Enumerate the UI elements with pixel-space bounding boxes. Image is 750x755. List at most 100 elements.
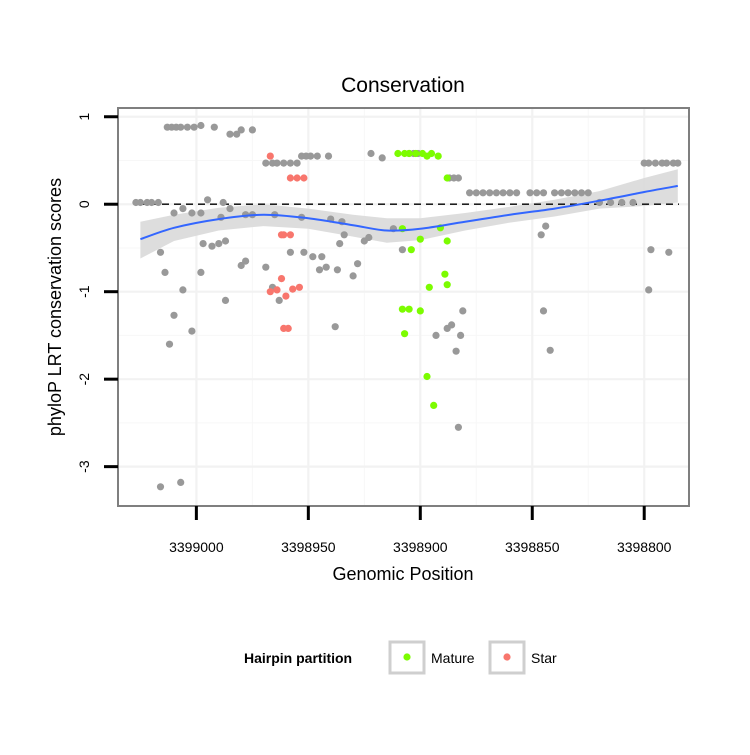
point-other <box>584 189 592 197</box>
x-tick-label: 3398900 <box>393 539 448 555</box>
point-other <box>557 189 566 197</box>
point-mature <box>441 270 449 278</box>
y-tick-label: 0 <box>76 200 92 208</box>
point-other <box>215 240 223 248</box>
point-mature <box>401 330 409 338</box>
point-star <box>277 275 286 283</box>
point-other <box>645 286 653 294</box>
point-mature <box>427 149 436 158</box>
y-tick-label: -1 <box>76 285 92 298</box>
point-other <box>226 205 234 213</box>
point-other <box>367 149 375 158</box>
point-other <box>539 307 548 315</box>
point-other <box>645 159 653 167</box>
point-other <box>448 321 456 329</box>
point-other <box>378 154 386 162</box>
point-other <box>210 123 218 131</box>
point-star <box>273 286 281 294</box>
point-star <box>300 174 308 182</box>
chart-title: Conservation <box>341 74 465 97</box>
point-other <box>459 307 467 315</box>
point-star <box>282 292 290 300</box>
point-other <box>197 121 205 130</box>
legend-item-star: Star <box>488 640 557 675</box>
point-mature <box>407 246 415 254</box>
point-mature <box>443 174 451 182</box>
point-star <box>277 231 286 239</box>
point-mature <box>405 305 413 313</box>
point-other <box>273 159 281 167</box>
point-mature <box>443 281 451 289</box>
point-other <box>221 296 230 304</box>
point-other <box>262 159 270 167</box>
x-tick-label: 3399000 <box>169 539 224 555</box>
point-other <box>313 152 321 160</box>
point-other <box>179 286 187 294</box>
point-other <box>315 266 324 274</box>
point-other <box>336 240 344 248</box>
point-other <box>454 423 462 431</box>
legend: Hairpin partition Mature Star <box>244 640 557 675</box>
legend-label-star: Star <box>531 650 557 666</box>
point-other <box>665 248 673 256</box>
point-other <box>452 347 460 355</box>
point-mature <box>434 152 442 160</box>
point-other <box>309 253 317 261</box>
y-axis-label: phyloP LRT conservation scores <box>45 178 65 436</box>
point-other <box>197 268 205 276</box>
point-mature <box>423 372 431 381</box>
point-star <box>295 283 303 291</box>
x-axis-label: Genomic Position <box>332 564 473 584</box>
point-star <box>286 231 294 239</box>
point-mature <box>405 149 413 158</box>
point-other <box>537 231 545 239</box>
point-other <box>165 340 174 348</box>
point-other <box>333 266 341 274</box>
point-other <box>331 323 339 331</box>
point-other <box>486 189 494 197</box>
point-other <box>479 189 487 197</box>
legend-label-mature: Mature <box>431 650 475 666</box>
point-other <box>398 246 406 254</box>
point-other <box>286 248 294 256</box>
point-other <box>156 483 165 491</box>
point-other <box>546 346 554 354</box>
point-other <box>542 222 550 230</box>
x-axis-ticks: 3399000 3398950 3398900 3398850 3398800 <box>169 506 672 555</box>
point-mature <box>416 307 424 315</box>
point-star <box>266 288 274 296</box>
point-other <box>188 327 196 335</box>
point-mature <box>394 149 402 158</box>
point-other <box>226 130 234 138</box>
y-tick-label: -3 <box>76 460 92 473</box>
point-other <box>136 198 144 207</box>
point-other <box>156 248 165 256</box>
plot-panel <box>117 107 690 507</box>
point-other <box>607 198 615 207</box>
point-other <box>242 257 250 265</box>
point-other <box>183 123 191 131</box>
point-other <box>651 159 660 167</box>
point-star <box>293 174 301 182</box>
point-star <box>266 152 274 160</box>
point-other <box>506 189 514 197</box>
point-mature <box>430 401 438 409</box>
y-tick-label: -2 <box>76 373 92 386</box>
point-other <box>293 159 301 167</box>
point-other <box>190 123 198 131</box>
point-other <box>148 198 156 207</box>
point-other <box>307 152 315 160</box>
smooth-curve <box>140 184 678 241</box>
point-other <box>170 311 178 319</box>
point-other <box>177 478 185 486</box>
point-other <box>577 189 586 197</box>
point-other <box>204 196 212 204</box>
point-other <box>188 209 196 217</box>
point-other <box>663 159 671 167</box>
x-tick-label: 3398850 <box>505 539 560 555</box>
point-other <box>177 123 185 131</box>
point-other <box>533 189 541 197</box>
point-other <box>492 189 500 197</box>
point-other <box>618 198 626 207</box>
